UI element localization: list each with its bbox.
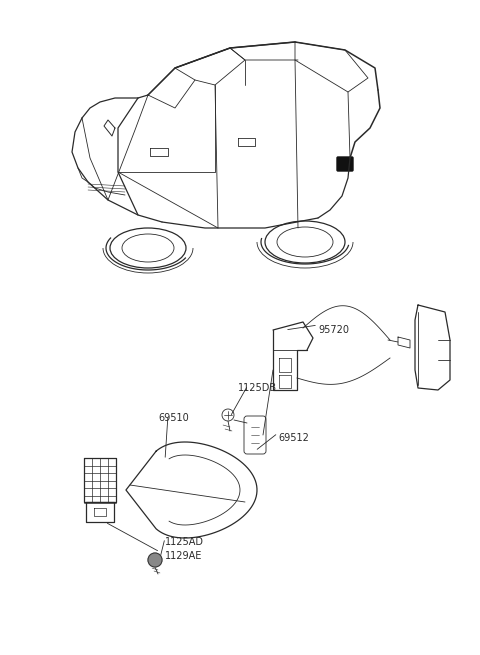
Circle shape	[148, 553, 162, 567]
Text: 1125AD: 1125AD	[165, 537, 204, 547]
Text: 95720: 95720	[318, 325, 349, 335]
Text: 69510: 69510	[158, 413, 189, 423]
Text: 1129AE: 1129AE	[165, 551, 203, 561]
Text: 69512: 69512	[278, 433, 309, 443]
Text: 1125DB: 1125DB	[238, 383, 277, 393]
FancyBboxPatch shape	[337, 157, 353, 171]
